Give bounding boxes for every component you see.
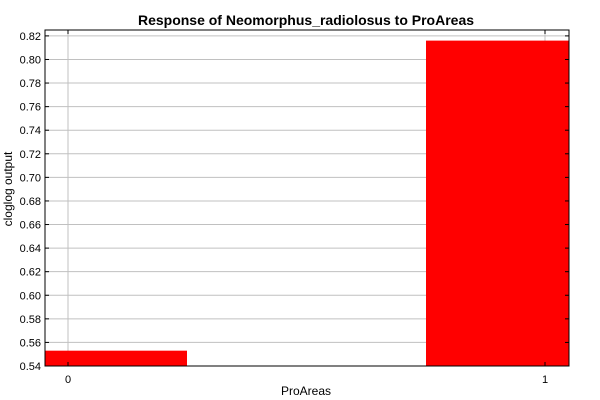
x-tick-label: 1 bbox=[542, 374, 548, 386]
y-tick-label: 0.58 bbox=[20, 314, 41, 326]
y-tick-label: 0.78 bbox=[20, 78, 41, 90]
y-tick-label: 0.70 bbox=[20, 172, 41, 184]
y-tick-label: 0.60 bbox=[20, 290, 41, 302]
y-tick-label: 0.82 bbox=[20, 31, 41, 43]
y-tick-label: 0.66 bbox=[20, 220, 41, 232]
y-axis-label: cloglog output bbox=[1, 151, 15, 226]
y-tick-label: 0.72 bbox=[20, 149, 41, 161]
chart-title: Response of Neomorphus_radiolosus to Pro… bbox=[138, 12, 474, 28]
bars bbox=[45, 40, 569, 366]
y-axis-ticks: 0.54 0.56 0.58 0.60 0.62 0.64 0.66 0.68 0.70 0.72… bbox=[20, 31, 569, 373]
x-tick-label: 0 bbox=[65, 374, 71, 386]
y-tick-label: 0.80 bbox=[20, 54, 41, 66]
plot-frame bbox=[44, 29, 570, 367]
y-tick-label: 0.54 bbox=[20, 361, 41, 373]
y-tick-label: 0.56 bbox=[20, 337, 41, 349]
y-tick-label: 0.74 bbox=[20, 125, 41, 137]
y-tick-label: 0.68 bbox=[20, 196, 41, 208]
x-axis-label: ProAreas bbox=[281, 384, 331, 398]
bar-1 bbox=[426, 40, 569, 366]
y-tick-label: 0.62 bbox=[20, 267, 41, 279]
y-tick-label: 0.64 bbox=[20, 243, 41, 255]
y-tick-label: 0.76 bbox=[20, 102, 41, 114]
bar-0 bbox=[45, 350, 187, 366]
